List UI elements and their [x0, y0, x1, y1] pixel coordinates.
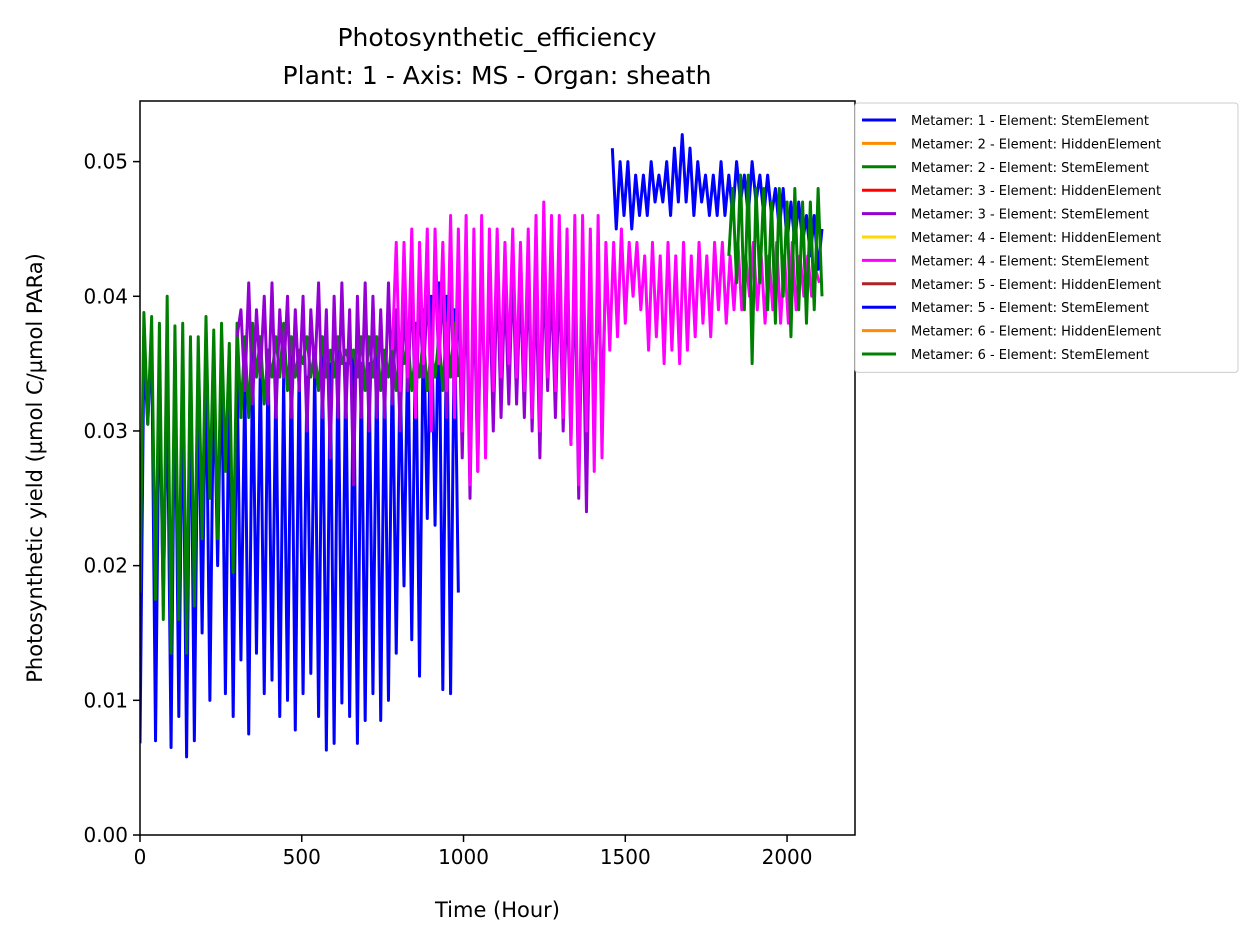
- x-tick-label: 500: [283, 845, 321, 869]
- series-line-11: [727, 173, 824, 366]
- y-tick-label: 0.03: [83, 419, 128, 443]
- y-tick-label: 0.00: [83, 823, 128, 847]
- tick-layer: 0 500 1000 1500 2000 0.00 0.01 0.02 0.03 0.04 0.05: [83, 150, 812, 869]
- chart-subtitle: Plant: 1 - Axis: MS - Organ: sheath: [283, 61, 712, 90]
- chart-title: Photosynthetic_efficiency: [337, 23, 656, 52]
- y-tick-label: 0.04: [83, 284, 128, 308]
- y-tick-label: 0.01: [83, 688, 128, 712]
- legend-label: Metamer: 3 - Element: HiddenElement: [911, 184, 1161, 199]
- plot-frame: [139, 100, 856, 836]
- series-layer: [140, 133, 824, 759]
- x-tick-label: 0: [134, 845, 147, 869]
- legend-label: Metamer: 5 - Element: HiddenElement: [911, 278, 1161, 293]
- legend-label: Metamer: 4 - Element: StemElement: [911, 254, 1149, 269]
- x-tick-label: 1000: [438, 845, 489, 869]
- y-tick-label: 0.05: [83, 150, 128, 174]
- y-axis-label: Photosynthetic yield (µmol C/µmol PARa): [23, 253, 47, 683]
- series-line-7: [390, 200, 821, 487]
- legend-box: [854, 102, 1239, 373]
- legend-label: Metamer: 3 - Element: StemElement: [911, 208, 1149, 223]
- legend-label: Metamer: 2 - Element: StemElement: [911, 161, 1149, 176]
- legend-label: Metamer: 4 - Element: HiddenElement: [911, 231, 1161, 246]
- legend-label: Metamer: 6 - Element: StemElement: [911, 348, 1149, 363]
- x-tick-label: 2000: [762, 845, 813, 869]
- legend: Metamer: 1 - Element: StemElement Metamer…: [854, 102, 1239, 373]
- legend-label: Metamer: 6 - Element: HiddenElement: [911, 325, 1161, 340]
- legend-label: Metamer: 2 - Element: HiddenElement: [911, 137, 1161, 152]
- legend-label: Metamer: 5 - Element: StemElement: [911, 301, 1149, 316]
- x-tick-label: 1500: [600, 845, 651, 869]
- x-axis-label: Time (Hour): [434, 898, 560, 922]
- legend-label: Metamer: 1 - Element: StemElement: [911, 114, 1149, 129]
- y-tick-label: 0.02: [83, 554, 128, 578]
